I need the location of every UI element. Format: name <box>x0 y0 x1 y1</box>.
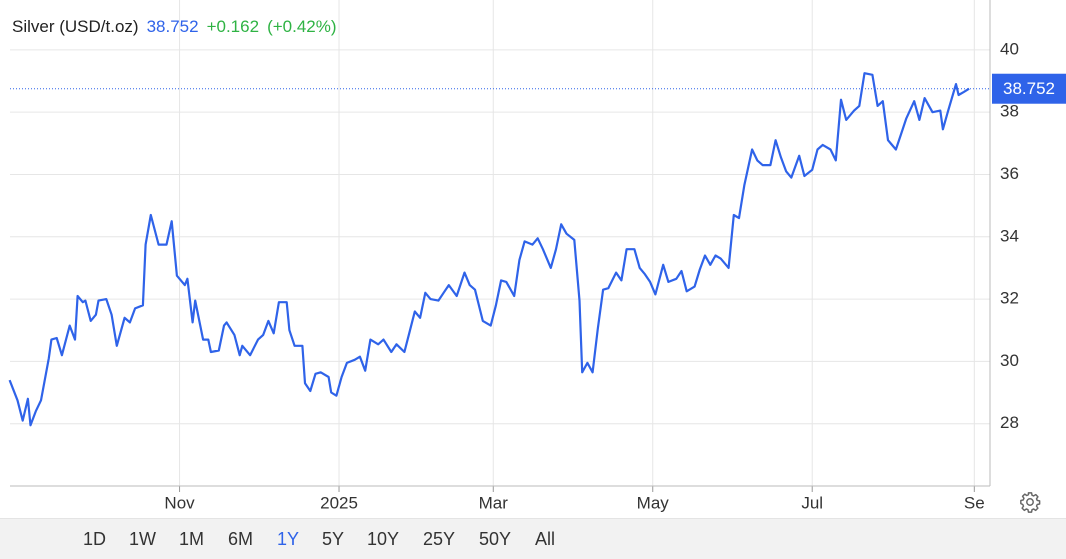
range-button[interactable]: 5Y <box>322 529 345 549</box>
x-tick-label: 2025 <box>320 493 358 512</box>
y-tick-label: 36 <box>1000 164 1019 183</box>
price-line <box>8 72 970 427</box>
x-tick-label: Mar <box>479 493 509 512</box>
y-tick-label: 40 <box>1000 39 1019 58</box>
range-button[interactable]: 1Y <box>277 529 300 549</box>
header: Silver (USD/t.oz) 38.752 +0.162 (+0.42%) <box>12 17 345 37</box>
range-button[interactable]: 1W <box>129 529 156 549</box>
y-tick-label: 38 <box>1000 102 1019 121</box>
range-button[interactable]: 10Y <box>367 529 400 549</box>
x-tick-label: May <box>637 493 670 512</box>
last-price-box <box>992 73 1066 104</box>
range-button[interactable]: 6M <box>228 529 254 549</box>
y-tick-label: 30 <box>1000 351 1019 370</box>
last-price-label: 38.752 <box>1003 79 1055 98</box>
settings-icon[interactable] <box>1019 491 1041 513</box>
y-tick-label: 32 <box>1000 289 1019 308</box>
x-tick-label: Se <box>964 493 985 512</box>
range-button[interactable]: 1D <box>83 529 107 549</box>
range-button[interactable]: All <box>535 529 556 549</box>
range-button[interactable]: 1M <box>179 529 205 549</box>
change-percent: (+0.42%) <box>267 17 337 36</box>
x-tick-label: Nov <box>164 493 195 512</box>
chart: 28 30 32 34 36 38 40 Nov 2025 Mar May Jul Se 38.752 <box>8 0 1066 512</box>
y-tick-label: 28 <box>1000 413 1019 432</box>
instrument-name: Silver (USD/t.oz) <box>12 17 139 36</box>
range-button[interactable]: 25Y <box>423 529 456 549</box>
change: +0.162 <box>206 17 260 36</box>
range-button[interactable]: 50Y <box>479 529 512 549</box>
last-price: 38.752 <box>146 17 199 36</box>
range-bar: 1D 1W 1M 6M 1Y 5Y 10Y 25Y 50Y All <box>0 518 1066 559</box>
y-tick-label: 34 <box>1000 226 1019 245</box>
x-tick-label: Jul <box>801 493 823 512</box>
